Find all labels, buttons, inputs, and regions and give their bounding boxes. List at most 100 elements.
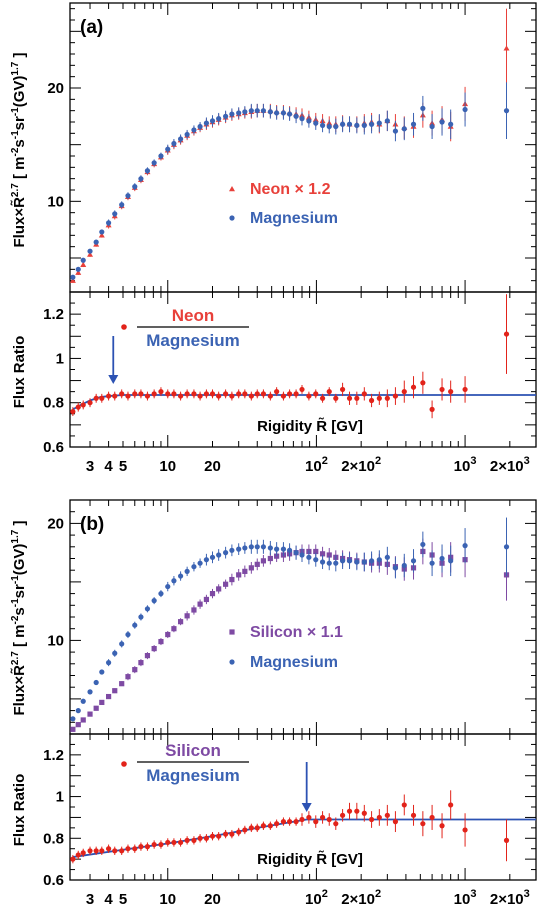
- circle-marker: [112, 393, 118, 399]
- square-marker: [319, 551, 326, 557]
- circle-marker: [93, 239, 99, 245]
- circle-marker: [384, 554, 390, 560]
- circle-marker: [299, 816, 305, 823]
- circle-marker: [319, 122, 326, 128]
- circle-marker: [171, 140, 177, 147]
- circle-marker: [184, 568, 190, 574]
- circle-marker: [191, 564, 197, 570]
- circle-marker: [439, 386, 445, 393]
- triangle-marker: [503, 45, 510, 51]
- series-0: [70, 790, 510, 864]
- circle-marker: [376, 120, 382, 126]
- square-marker: [326, 552, 332, 558]
- circle-marker: [333, 395, 339, 401]
- circle-marker: [462, 386, 468, 393]
- y-axis-title: Flux Ratio: [11, 336, 28, 409]
- circle-marker: [267, 545, 273, 551]
- circle-marker: [462, 106, 468, 113]
- ratio-numerator: Silicon: [165, 741, 221, 760]
- circle-marker: [216, 116, 222, 122]
- circle-marker: [93, 679, 99, 686]
- square-marker: [125, 674, 131, 680]
- circle-marker: [242, 109, 248, 115]
- circle-marker: [401, 389, 407, 395]
- circle-marker: [165, 146, 171, 152]
- circle-marker: [384, 118, 390, 124]
- circle-marker: [209, 554, 216, 560]
- x-axis-title: Rigidity R̃ [GV]: [257, 850, 363, 868]
- x-tick-label: 102: [305, 455, 328, 475]
- legend-label: Silicon × 1.1: [250, 624, 343, 641]
- circle-marker: [401, 562, 407, 569]
- y-axis-title: Flux Ratio: [11, 774, 28, 847]
- circle-marker: [429, 123, 435, 130]
- circle-marker: [274, 546, 280, 552]
- circle-marker: [229, 659, 235, 665]
- circle-marker: [254, 108, 260, 114]
- circle-marker: [392, 819, 399, 825]
- circle-marker: [346, 558, 353, 564]
- circle-marker: [229, 393, 235, 399]
- circle-marker: [223, 113, 229, 119]
- circle-marker: [299, 386, 305, 393]
- legend-item: Magnesium: [229, 210, 338, 227]
- circle-marker: [368, 816, 375, 823]
- circle-marker: [384, 395, 390, 401]
- circle-marker: [448, 121, 454, 127]
- circle-marker: [333, 123, 339, 130]
- plot-frame: [69, 2, 537, 293]
- circle-marker: [242, 827, 248, 833]
- panel-0: 10 20 Flux×R̃2.7 [ m-2s-1sr-1(GV)1.7 ] (a) N…: [10, 2, 537, 293]
- circle-marker: [144, 606, 151, 612]
- circle-marker: [216, 833, 222, 839]
- circle-marker: [354, 122, 360, 128]
- circle-marker: [286, 547, 293, 553]
- circle-marker: [119, 848, 125, 854]
- circle-marker: [197, 835, 203, 841]
- circle-marker: [368, 397, 375, 404]
- circle-marker: [313, 557, 319, 563]
- circle-marker: [191, 837, 197, 843]
- square-marker: [144, 653, 151, 659]
- circle-marker: [313, 391, 319, 397]
- legend-label: Magnesium: [250, 654, 338, 671]
- x-tick-label: 5: [119, 458, 127, 475]
- panel-label: (b): [80, 514, 104, 535]
- circle-marker: [293, 819, 299, 825]
- circle-marker: [306, 554, 312, 560]
- circle-marker: [165, 583, 171, 590]
- square-marker: [93, 705, 99, 711]
- circle-marker: [299, 552, 305, 558]
- circle-marker: [236, 829, 242, 835]
- circle-marker: [184, 391, 190, 397]
- circle-marker: [260, 391, 267, 397]
- x-tick-label: 4: [104, 458, 113, 475]
- y-tick-label: 1: [56, 789, 64, 806]
- square-marker: [274, 553, 280, 559]
- circle-marker: [80, 402, 86, 408]
- circle-marker: [346, 808, 353, 814]
- circle-marker: [165, 839, 171, 846]
- circle-marker: [119, 641, 125, 647]
- y-tick-label: 0.8: [43, 395, 64, 412]
- circle-marker: [197, 123, 203, 130]
- circle-marker: [339, 386, 346, 393]
- x-tick-label: 102: [305, 888, 328, 908]
- circle-marker: [429, 406, 435, 412]
- square-marker: [191, 607, 197, 613]
- circle-marker: [138, 614, 144, 620]
- square-marker: [267, 555, 273, 562]
- circle-marker: [125, 393, 131, 399]
- legend-label: Magnesium: [250, 210, 338, 227]
- circle-marker: [151, 160, 157, 166]
- circle-marker: [171, 391, 177, 397]
- y-axis-title: Flux×R̃2.7 [ m-2s-1sr-1(GV)1.7 ]: [10, 520, 28, 715]
- circle-marker: [125, 631, 131, 638]
- circle-marker: [125, 846, 131, 852]
- circle-marker: [99, 229, 105, 235]
- square-marker: [229, 629, 235, 635]
- square-marker: [248, 565, 254, 571]
- circle-marker: [274, 110, 280, 116]
- square-marker: [209, 591, 216, 597]
- circle-marker: [376, 814, 382, 821]
